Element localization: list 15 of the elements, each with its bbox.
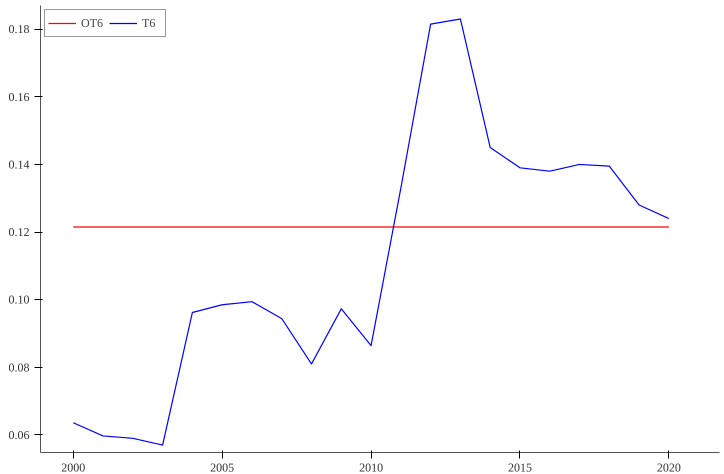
y-tick-label: 0.16 xyxy=(8,90,30,104)
legend-label: T6 xyxy=(142,16,156,30)
y-tick-label: 0.12 xyxy=(8,225,30,240)
x-tick-label: 2020 xyxy=(656,460,681,474)
y-tick-label: 0.08 xyxy=(8,360,30,374)
x-tick-label: 2015 xyxy=(508,460,532,474)
y-tick-label: 0.14 xyxy=(8,157,30,172)
line-series xyxy=(72,18,670,446)
legend-label: OT6 xyxy=(81,16,103,30)
y-tick-label: 0.06 xyxy=(8,428,30,442)
x-tick-label: 2010 xyxy=(359,460,384,474)
x-tick-label: 2000 xyxy=(61,460,86,474)
y-tick-label: 0.18 xyxy=(8,22,30,36)
y-tick-label: 0.10 xyxy=(8,292,30,307)
x-tick-label: 2005 xyxy=(210,460,234,474)
